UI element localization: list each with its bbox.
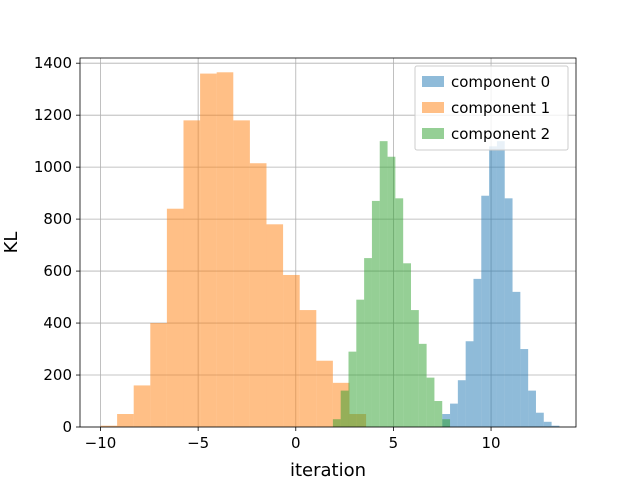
histogram-bar xyxy=(450,403,458,427)
histogram-bar xyxy=(418,343,427,427)
y-tick-label: 800 xyxy=(43,210,72,228)
histogram-bar xyxy=(473,278,482,427)
legend-label: component 2 xyxy=(451,125,550,143)
histogram-bar xyxy=(496,141,505,428)
y-tick-label: 1400 xyxy=(34,54,72,72)
histogram-bar xyxy=(379,141,388,428)
legend-label: component 1 xyxy=(451,99,550,117)
y-axis-label: KL xyxy=(1,232,22,254)
histogram-bar xyxy=(266,224,284,427)
histogram-bar xyxy=(410,310,419,427)
histogram-bar xyxy=(340,390,349,427)
plot-frame xyxy=(79,57,577,428)
histogram-bar xyxy=(100,425,118,427)
histogram-bar xyxy=(434,401,443,427)
histogram-bar xyxy=(395,198,404,427)
legend: component 0 component 1 component 2 xyxy=(414,65,569,151)
legend-box xyxy=(414,65,569,151)
x-tick-label: −10 xyxy=(85,434,117,452)
legend-swatch xyxy=(422,76,444,87)
histogram-bar xyxy=(133,385,151,427)
series-0-bars xyxy=(442,141,560,428)
x-tick-label: −5 xyxy=(187,434,209,452)
x-tick-label: 10 xyxy=(482,434,501,452)
histogram-bar xyxy=(403,263,411,427)
x-tick-label: 0 xyxy=(291,434,301,452)
histogram-bar xyxy=(364,258,372,427)
y-tick-label: 1200 xyxy=(34,106,72,124)
x-tick-label: 5 xyxy=(389,434,399,452)
axis-ticks: −10 −5 0 5 10 0 200 400 600 800 1000 1200 1400 xyxy=(34,54,501,452)
histogram-bar xyxy=(512,291,521,427)
histogram-bar xyxy=(348,351,357,427)
histogram-bar xyxy=(283,274,300,427)
series-1-bars xyxy=(100,72,367,428)
histogram-bar xyxy=(442,419,451,427)
histogram-bar xyxy=(426,377,435,427)
histogram-bar xyxy=(481,195,490,427)
histogram-bar xyxy=(489,146,497,427)
histogram-bar xyxy=(200,73,217,427)
histogram-bar xyxy=(528,390,536,427)
x-axis-label: iteration xyxy=(290,460,366,480)
histogram-bar xyxy=(356,299,365,427)
legend-swatch xyxy=(422,128,444,139)
histogram-bar xyxy=(316,360,333,427)
histogram-bar xyxy=(465,341,474,427)
legend-label: component 0 xyxy=(451,73,550,91)
histogram-bar xyxy=(551,425,560,427)
histogram-bar xyxy=(183,120,201,427)
y-tick-label: 1000 xyxy=(34,158,72,176)
histogram-bar xyxy=(299,310,317,427)
series-2-bars xyxy=(332,141,451,428)
histogram-bar xyxy=(166,208,184,427)
histogram-bar xyxy=(117,414,134,427)
histogram-bar xyxy=(504,198,513,427)
histogram-bars xyxy=(100,72,560,428)
y-tick-label: 0 xyxy=(62,418,72,436)
histogram-bar xyxy=(332,419,341,427)
histogram-bar xyxy=(457,380,466,427)
histogram-bar xyxy=(520,349,529,427)
histogram-bar xyxy=(150,323,167,427)
histogram-bar xyxy=(371,200,380,427)
histogram-bar xyxy=(535,412,544,427)
histogram-bar xyxy=(233,120,250,427)
histogram-bar xyxy=(387,156,396,428)
y-tick-label: 200 xyxy=(43,366,72,384)
histogram-bar xyxy=(249,163,267,427)
histogram-bar xyxy=(216,72,234,428)
y-tick-label: 400 xyxy=(43,314,72,332)
histogram-bar xyxy=(543,421,552,427)
legend-swatch xyxy=(422,102,444,113)
y-tick-label: 600 xyxy=(43,262,72,280)
